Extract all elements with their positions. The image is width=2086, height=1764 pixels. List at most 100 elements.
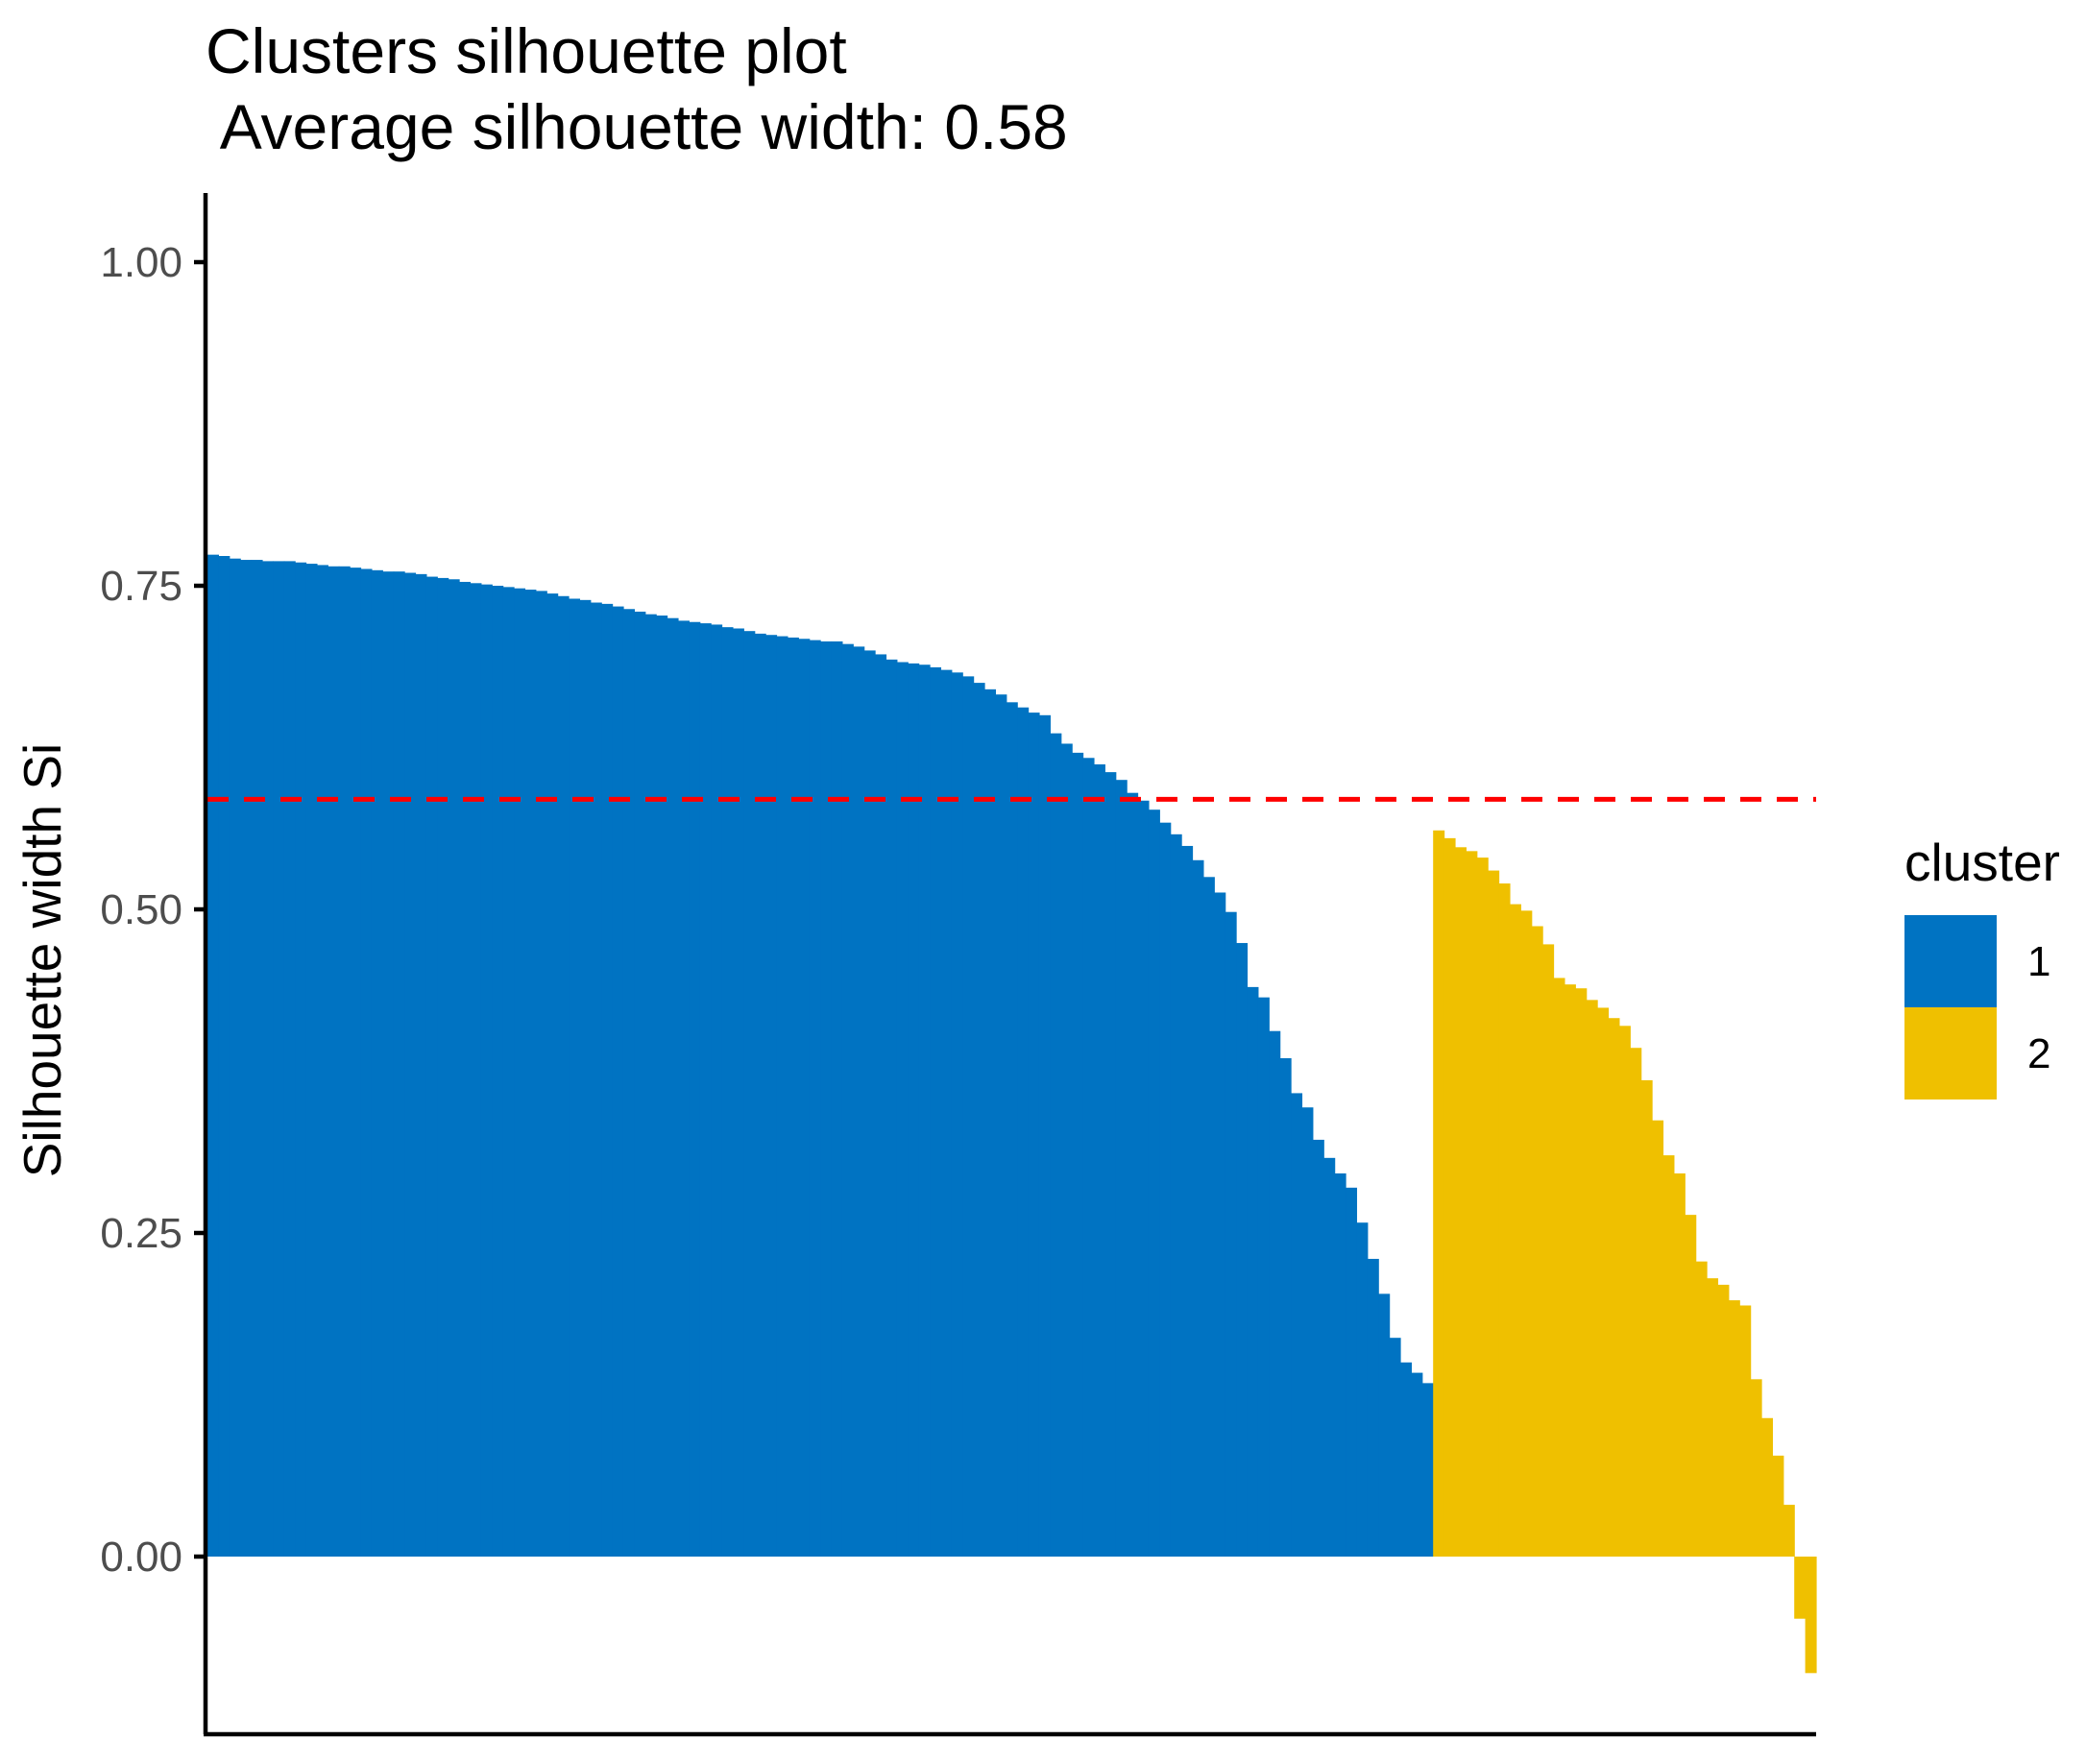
- silhouette-bar-cluster-2: [1673, 1172, 1686, 1557]
- silhouette-bar-cluster-2: [1728, 1300, 1740, 1557]
- silhouette-bar-cluster-1: [962, 676, 975, 1557]
- silhouette-bar-cluster-1: [316, 565, 328, 1558]
- silhouette-bar-cluster-2: [1575, 988, 1588, 1557]
- silhouette-bar-cluster-1: [480, 584, 493, 1557]
- silhouette-bar-cluster-1: [415, 573, 427, 1557]
- silhouette-bar-cluster-1: [229, 558, 241, 1558]
- silhouette-bar-cluster-1: [1017, 707, 1030, 1557]
- silhouette-bar-cluster-1: [261, 561, 274, 1557]
- silhouette-bar-cluster-2: [1520, 910, 1533, 1557]
- silhouette-bar-cluster-1: [721, 627, 734, 1557]
- silhouette-bar-cluster-1: [677, 620, 690, 1557]
- silhouette-bar-cluster-1: [831, 640, 843, 1557]
- silhouette-bar-cluster-2: [1586, 1000, 1598, 1557]
- silhouette-bar-cluster-2: [1618, 1026, 1631, 1557]
- silhouette-bar-cluster-1: [601, 603, 614, 1557]
- silhouette-bar-cluster-1: [590, 602, 602, 1557]
- silhouette-bar-cluster-1: [360, 568, 373, 1557]
- silhouette-bar-cluster-1: [1389, 1338, 1401, 1557]
- silhouette-bar-cluster-1: [1400, 1362, 1412, 1557]
- silhouette-bar-cluster-2: [1454, 847, 1467, 1557]
- silhouette-bar-cluster-1: [1279, 1058, 1292, 1557]
- chart-title: Clusters silhouette plot: [206, 15, 847, 86]
- silhouette-bar-cluster-2: [1553, 978, 1565, 1557]
- silhouette-bar-cluster-2: [1597, 1007, 1610, 1557]
- silhouette-bar-cluster-1: [1072, 752, 1084, 1557]
- silhouette-bar-cluster-1: [382, 571, 395, 1558]
- silhouette-bar-cluster-2: [1662, 1155, 1675, 1557]
- silhouette-bar-cluster-2: [1630, 1048, 1642, 1557]
- silhouette-bar-cluster-1: [459, 581, 472, 1557]
- silhouette-bar-cluster-2: [1783, 1505, 1795, 1557]
- silhouette-bar-cluster-2: [1433, 830, 1445, 1557]
- silhouette-bar-cluster-1: [425, 576, 438, 1557]
- silhouette-bar-cluster-2: [1695, 1261, 1708, 1557]
- silhouette-bar-cluster-1: [1378, 1293, 1391, 1557]
- silhouette-bar-cluster-1: [305, 564, 318, 1557]
- silhouette-bar-cluster-1: [1148, 810, 1160, 1557]
- silhouette-bar-cluster-1: [327, 566, 340, 1557]
- bars-layer: [207, 554, 1817, 1674]
- silhouette-bar-cluster-2: [1750, 1379, 1762, 1557]
- silhouette-bar-cluster-1: [273, 561, 285, 1557]
- silhouette-bar-cluster-1: [437, 577, 449, 1557]
- silhouette-bar-cluster-2: [1640, 1079, 1653, 1557]
- silhouette-bar-cluster-2: [1739, 1305, 1752, 1557]
- silhouette-bar-cluster-1: [1137, 800, 1150, 1557]
- y-axis-ticks: 0.00 0.25 0.50 0.75 1.00: [100, 239, 206, 1581]
- silhouette-bar-cluster-1: [207, 554, 219, 1557]
- silhouette-bar-cluster-1: [1093, 764, 1105, 1557]
- silhouette-bar-cluster-1: [371, 569, 383, 1557]
- silhouette-bar-cluster-2: [1542, 944, 1555, 1557]
- silhouette-bar-cluster-1: [820, 640, 833, 1557]
- silhouette-bar-cluster-1: [1214, 892, 1226, 1557]
- silhouette-bar-cluster-1: [765, 635, 778, 1557]
- silhouette-bar-cluster-1: [350, 568, 362, 1557]
- silhouette-bar-cluster-1: [283, 561, 296, 1557]
- y-tick-label: 0.00: [100, 1534, 182, 1581]
- silhouette-bar-cluster-1: [1170, 834, 1182, 1557]
- silhouette-bar-cluster-1: [841, 643, 854, 1557]
- silhouette-bar-cluster-1: [1159, 822, 1172, 1557]
- silhouette-bar-cluster-2: [1707, 1278, 1719, 1557]
- silhouette-bar-cluster-1: [1301, 1107, 1314, 1557]
- silhouette-bar-cluster-1: [448, 579, 460, 1557]
- silhouette-bar-cluster-1: [514, 588, 526, 1557]
- y-tick-label: 0.75: [100, 563, 182, 610]
- silhouette-bar-cluster-1: [863, 650, 876, 1557]
- y-tick-label: 0.50: [100, 886, 182, 933]
- silhouette-bar-cluster-2: [1772, 1455, 1784, 1557]
- silhouette-bar-cluster-1: [1050, 733, 1062, 1557]
- legend-label-cluster-2: 2: [2027, 1030, 2050, 1077]
- silhouette-bar-cluster-1: [918, 665, 931, 1557]
- silhouette-bar-cluster-1: [885, 659, 898, 1557]
- silhouette-bar-cluster-1: [853, 646, 865, 1557]
- silhouette-bar-cluster-2: [1476, 858, 1489, 1557]
- silhouette-bar-cluster-2: [1608, 1018, 1620, 1557]
- silhouette-bar-cluster-2: [1498, 883, 1511, 1557]
- silhouette-bar-cluster-2: [1564, 984, 1576, 1557]
- silhouette-bar-cluster-1: [776, 636, 788, 1557]
- silhouette-bar-cluster-1: [502, 587, 515, 1557]
- silhouette-bar-cluster-1: [634, 611, 646, 1557]
- silhouette-bar-cluster-1: [546, 593, 559, 1557]
- silhouette-bar-cluster-2: [1717, 1284, 1730, 1557]
- silhouette-bar-cluster-1: [1082, 758, 1095, 1557]
- silhouette-bar-cluster-1: [1334, 1172, 1346, 1557]
- silhouette-bar-cluster-2: [1761, 1417, 1774, 1557]
- silhouette-bar-cluster-1: [535, 591, 547, 1557]
- silhouette-bar-cluster-1: [240, 560, 253, 1557]
- silhouette-bar-cluster-1: [699, 623, 712, 1557]
- silhouette-bar-cluster-1: [689, 621, 701, 1557]
- silhouette-bar-cluster-1: [1236, 943, 1249, 1557]
- silhouette-bar-cluster-1: [1202, 877, 1215, 1557]
- silhouette-bar-cluster-1: [951, 672, 963, 1557]
- silhouette-bar-cluster-1: [809, 640, 821, 1557]
- silhouette-bar-cluster-1: [295, 562, 307, 1557]
- silhouette-bar-cluster-1: [338, 566, 351, 1557]
- silhouette-bar-cluster-1: [908, 663, 920, 1557]
- silhouette-bar-cluster-2: [1509, 904, 1521, 1557]
- silhouette-bar-cluster-1: [1104, 772, 1117, 1557]
- silhouette-bar-cluster-1: [875, 654, 887, 1557]
